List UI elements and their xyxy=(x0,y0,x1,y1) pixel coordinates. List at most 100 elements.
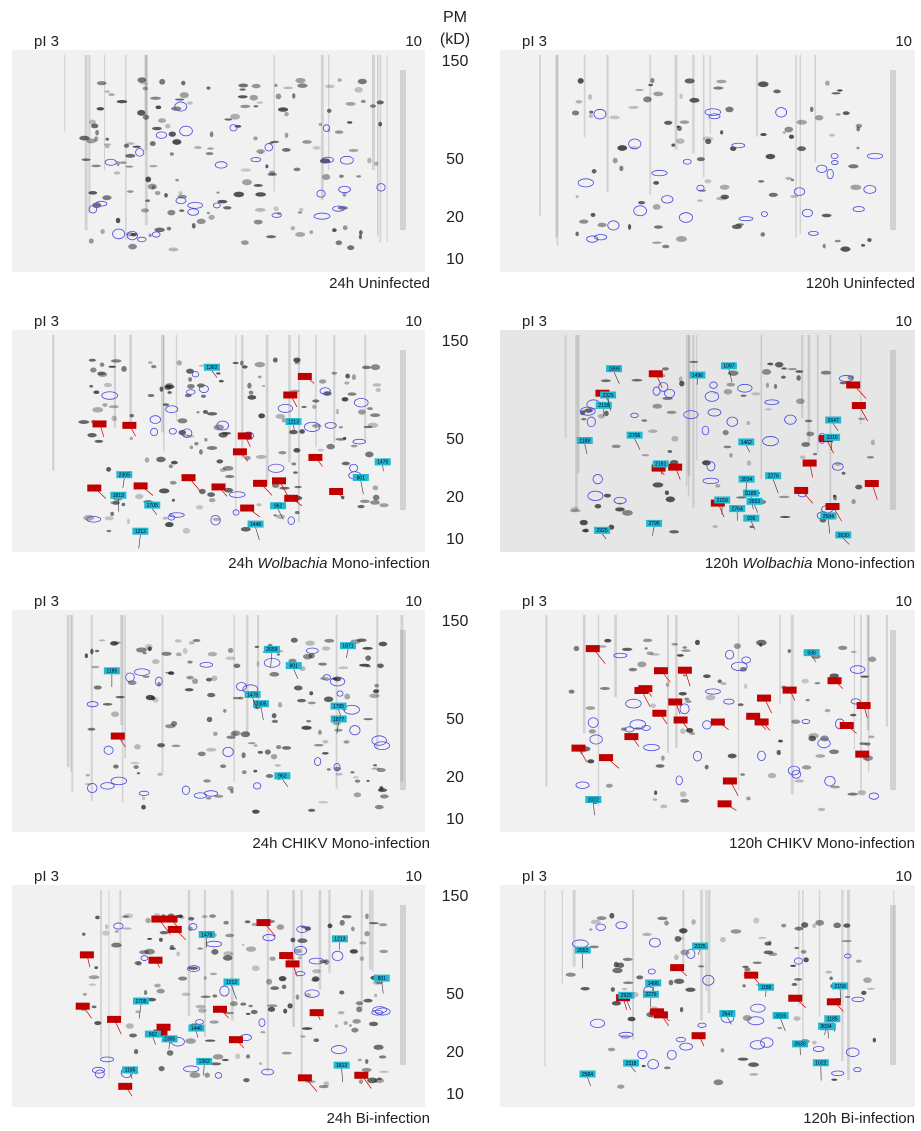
protein-spot xyxy=(90,648,94,655)
spot-contour xyxy=(191,371,200,378)
spot-contour xyxy=(261,1068,275,1076)
protein-spot xyxy=(270,986,280,991)
spot-label-box xyxy=(247,520,264,528)
protein-spot xyxy=(588,114,594,118)
red-marker xyxy=(256,919,271,927)
protein-spot xyxy=(145,176,152,183)
spot-label-box xyxy=(720,362,737,370)
spot-label: 2159 xyxy=(835,984,846,990)
spot-contour xyxy=(707,408,722,417)
spot-contour xyxy=(267,463,285,473)
protein-spot xyxy=(142,114,150,120)
protein-spot xyxy=(295,994,300,1000)
spot-label: 1462 xyxy=(741,440,752,446)
protein-spot xyxy=(765,153,776,160)
red-marker xyxy=(634,686,649,694)
spot-label: 1478 xyxy=(201,932,212,938)
spot-contour xyxy=(199,662,214,668)
red-marker xyxy=(754,718,769,726)
spot-contour xyxy=(625,698,642,709)
protein-spot xyxy=(222,465,234,471)
spot-label: 936 xyxy=(747,516,756,522)
protein-spot xyxy=(318,729,322,735)
spot-label-box xyxy=(330,715,347,723)
protein-spot xyxy=(644,647,648,650)
spot-contour xyxy=(140,955,149,961)
protein-spot xyxy=(274,764,282,767)
protein-spot xyxy=(211,675,218,682)
protein-spot xyxy=(209,1020,219,1024)
protein-spot xyxy=(129,436,133,441)
protein-spot xyxy=(170,460,178,465)
protein-spot xyxy=(679,1007,684,1013)
protein-spot xyxy=(309,230,314,235)
spot-contour xyxy=(590,1018,606,1028)
label-leader xyxy=(754,504,758,513)
red-marker xyxy=(253,479,268,487)
protein-spot xyxy=(370,500,380,505)
protein-spot xyxy=(735,223,744,226)
spot-label-box xyxy=(765,472,782,480)
spot-label: 962 xyxy=(149,1032,158,1038)
mw-label: 10 xyxy=(446,251,464,268)
protein-spot xyxy=(344,381,350,385)
label-leader xyxy=(138,1004,142,1019)
spot-label-box xyxy=(652,460,669,468)
red-marker xyxy=(240,504,255,512)
protein-spot xyxy=(198,1008,207,1013)
spot-label-box xyxy=(812,1059,829,1067)
protein-spot xyxy=(141,796,146,801)
label-leader xyxy=(205,937,208,948)
protein-spot xyxy=(790,964,797,967)
protein-spot xyxy=(857,417,866,421)
protein-spot xyxy=(307,808,316,812)
protein-spot xyxy=(812,923,816,929)
protein-spot xyxy=(809,106,814,113)
protein-spot xyxy=(641,419,648,422)
label-leader xyxy=(649,997,652,1008)
protein-spot xyxy=(331,371,338,375)
protein-spot xyxy=(794,779,804,783)
protein-spot xyxy=(737,703,744,707)
protein-spot xyxy=(621,987,628,991)
protein-spot xyxy=(357,1058,362,1062)
protein-spot xyxy=(260,1031,266,1034)
red-marker xyxy=(308,453,323,461)
spot-contour xyxy=(832,462,844,471)
protein-spot xyxy=(158,488,170,494)
protein-spot xyxy=(367,407,373,411)
protein-spot xyxy=(850,650,857,653)
protein-spot xyxy=(861,243,866,247)
gel-edge xyxy=(890,630,896,790)
protein-spot xyxy=(793,978,803,981)
protein-spot xyxy=(126,518,131,525)
protein-spot xyxy=(251,965,260,972)
mw-label: 10 xyxy=(446,1086,464,1103)
protein-spot xyxy=(764,941,771,946)
protein-spot xyxy=(166,226,172,231)
spot-contour xyxy=(232,509,240,516)
protein-spot xyxy=(154,227,165,233)
label-leader xyxy=(138,534,141,549)
protein-spot xyxy=(720,130,724,135)
protein-spot xyxy=(206,412,218,416)
protein-spot xyxy=(685,987,696,992)
spot-contour xyxy=(586,416,596,428)
spot-label-box xyxy=(738,475,755,483)
label-leader xyxy=(360,480,364,495)
red-marker xyxy=(826,998,841,1006)
protein-spot xyxy=(140,208,150,213)
spot-contour xyxy=(212,202,221,209)
protein-spot xyxy=(589,110,594,114)
protein-spot xyxy=(206,716,213,723)
protein-spot xyxy=(198,488,206,495)
protein-spot xyxy=(607,1047,616,1052)
protein-spot xyxy=(276,653,281,656)
protein-spot xyxy=(727,370,739,376)
protein-spot xyxy=(667,449,673,454)
spot-contour xyxy=(741,656,751,664)
spot-contour xyxy=(185,389,196,395)
protein-spot xyxy=(767,362,774,366)
protein-spot xyxy=(306,719,312,723)
protein-spot xyxy=(352,1019,361,1024)
